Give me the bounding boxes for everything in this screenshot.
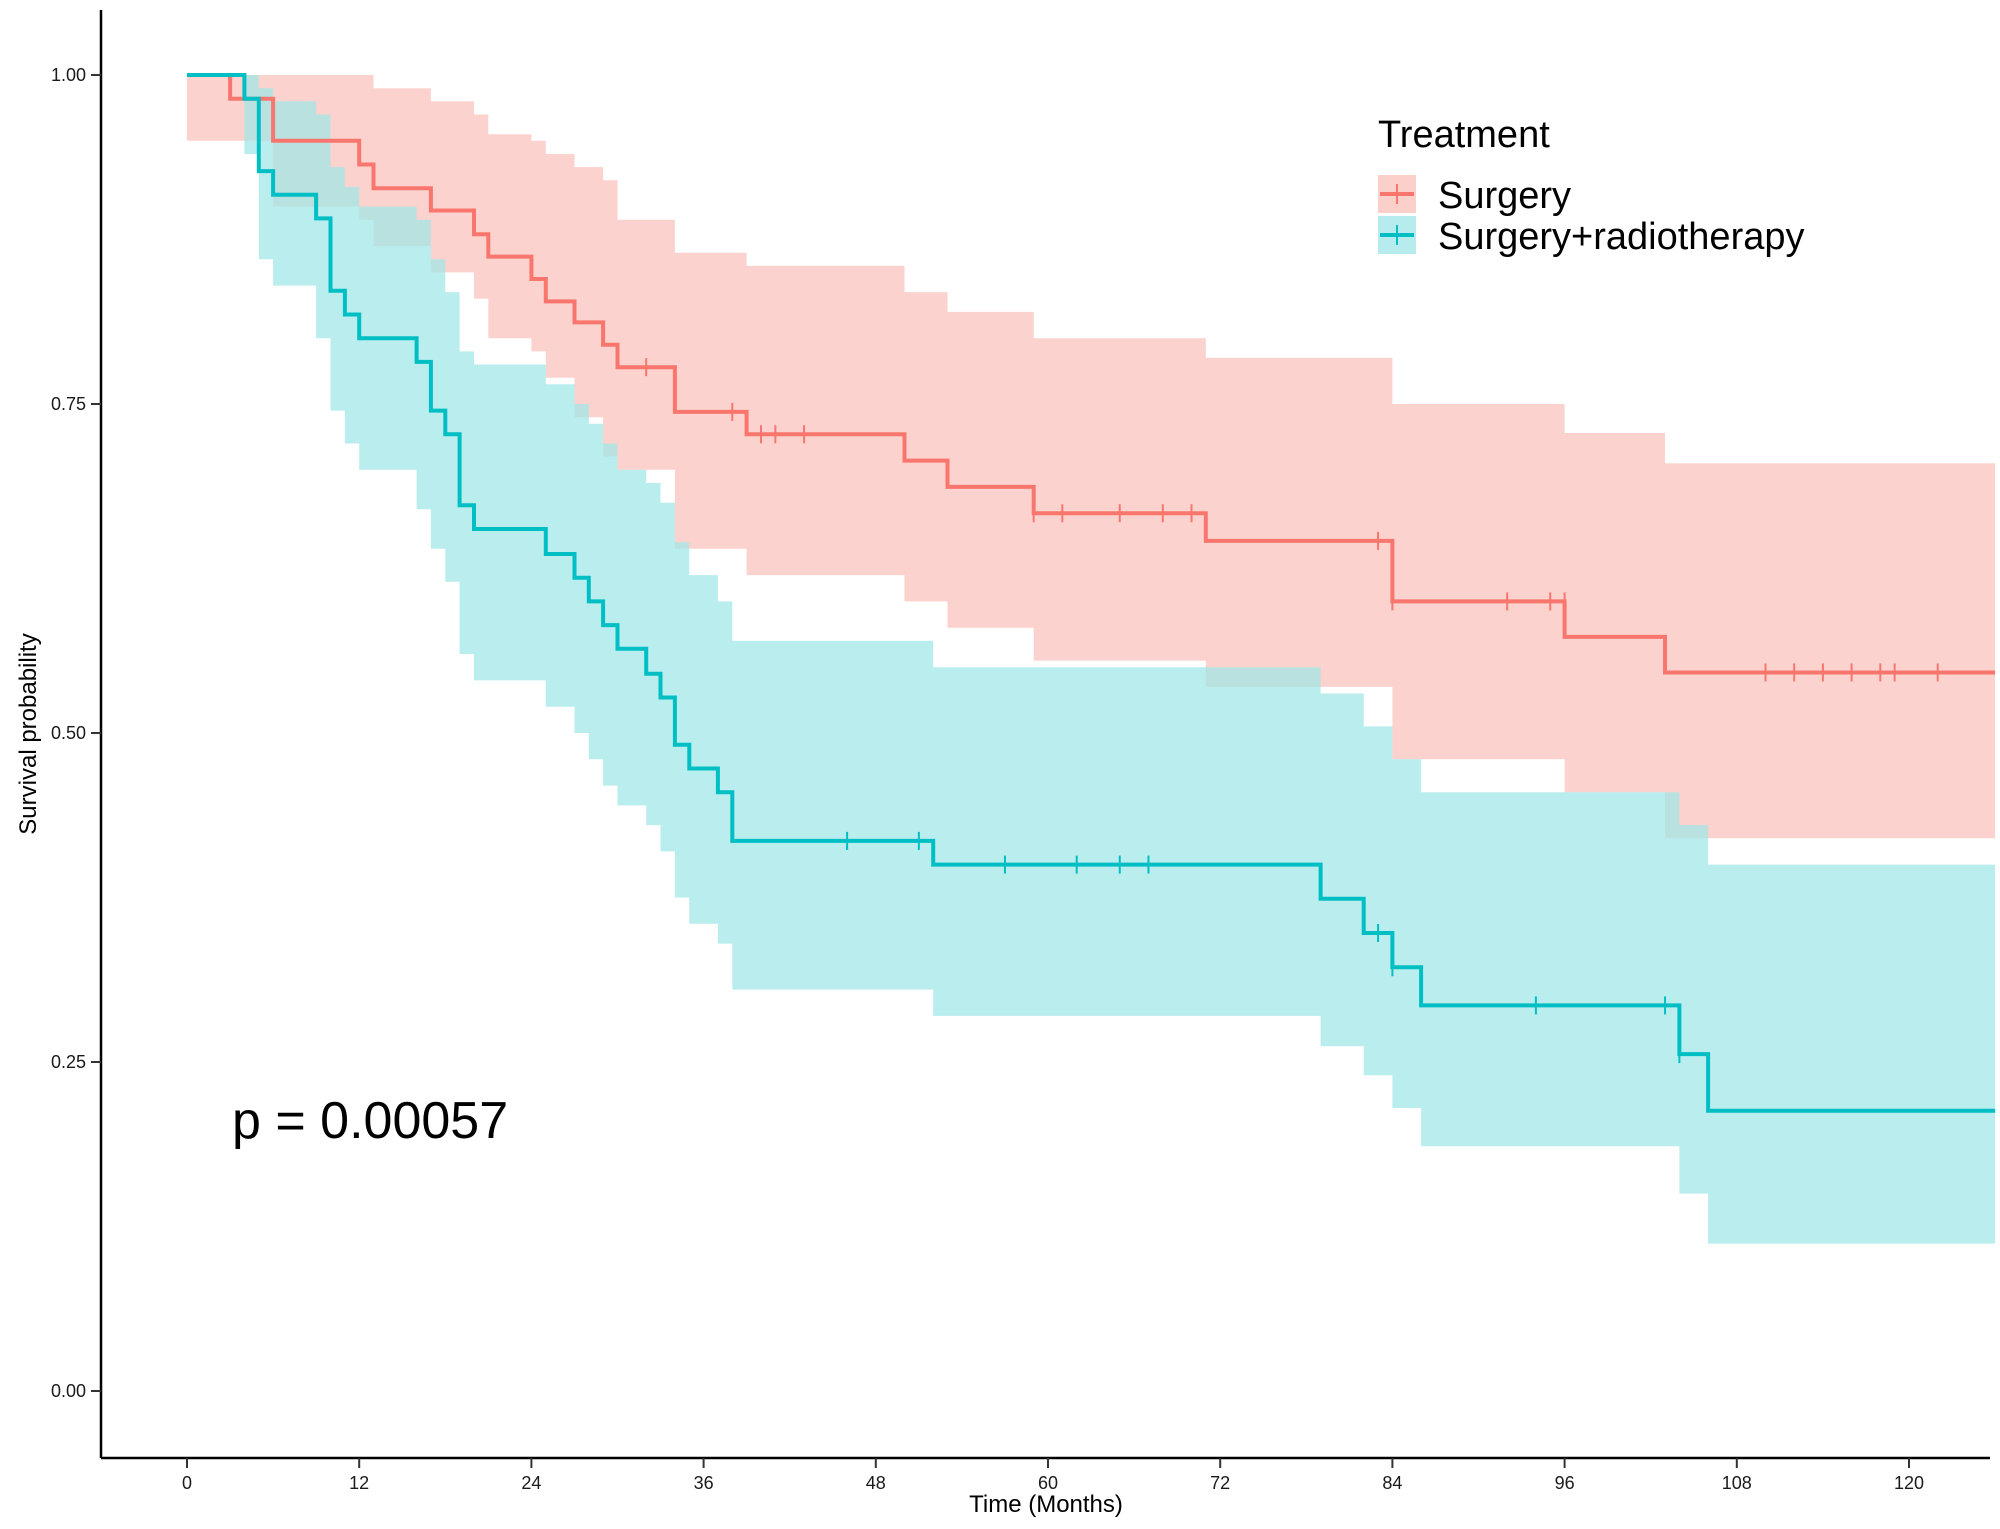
x-tick-label: 96 [1555, 1473, 1575, 1493]
x-tick-label: 60 [1038, 1473, 1058, 1493]
y-tick-label: 1.00 [51, 65, 86, 85]
survival-curve-surgery-radiotherapy [187, 73, 1996, 1113]
legend: Treatment Surgery Surgery+radiotherapy [1378, 114, 1805, 258]
y-ticks: 0.00 0.25 0.50 0.75 1.00 [51, 65, 101, 1401]
legend-item-surgery-radiotherapy: Surgery+radiotherapy [1378, 216, 1805, 258]
x-tick-label: 84 [1382, 1473, 1402, 1493]
x-tick-label: 36 [694, 1473, 714, 1493]
y-axis-title: Survival probability [15, 633, 42, 834]
confidence-band-surgery-radiotherapy [187, 75, 1996, 1244]
p-value-annotation: p = 0.00057 [232, 1092, 508, 1150]
y-tick-label: 0.75 [51, 394, 86, 414]
x-tick-label: 24 [521, 1473, 541, 1493]
x-tick-label: 120 [1894, 1473, 1924, 1493]
survival-curves [187, 73, 1996, 1113]
confidence-bands [187, 75, 1996, 1244]
y-tick-label: 0.25 [51, 1052, 86, 1072]
legend-label-surgery: Surgery [1438, 175, 1571, 217]
legend-title: Treatment [1378, 114, 1550, 156]
x-tick-label: 0 [182, 1473, 192, 1493]
x-tick-label: 12 [349, 1473, 369, 1493]
x-tick-label: 48 [866, 1473, 886, 1493]
legend-label-surgery-radiotherapy: Surgery+radiotherapy [1438, 216, 1805, 258]
x-ticks: 0 12 24 36 48 60 72 84 96 108 120 [182, 1458, 1924, 1493]
survival-curve-surgery [187, 73, 1996, 675]
y-tick-label: 0.00 [51, 1381, 86, 1401]
legend-item-surgery: Surgery [1378, 175, 1571, 217]
x-axis-title: Time (Months) [969, 1491, 1123, 1518]
x-tick-label: 108 [1722, 1473, 1752, 1493]
censor-marks [645, 358, 1939, 1064]
confidence-band-surgery [187, 75, 1996, 839]
x-tick-label: 72 [1210, 1473, 1230, 1493]
y-tick-label: 0.50 [51, 723, 86, 743]
